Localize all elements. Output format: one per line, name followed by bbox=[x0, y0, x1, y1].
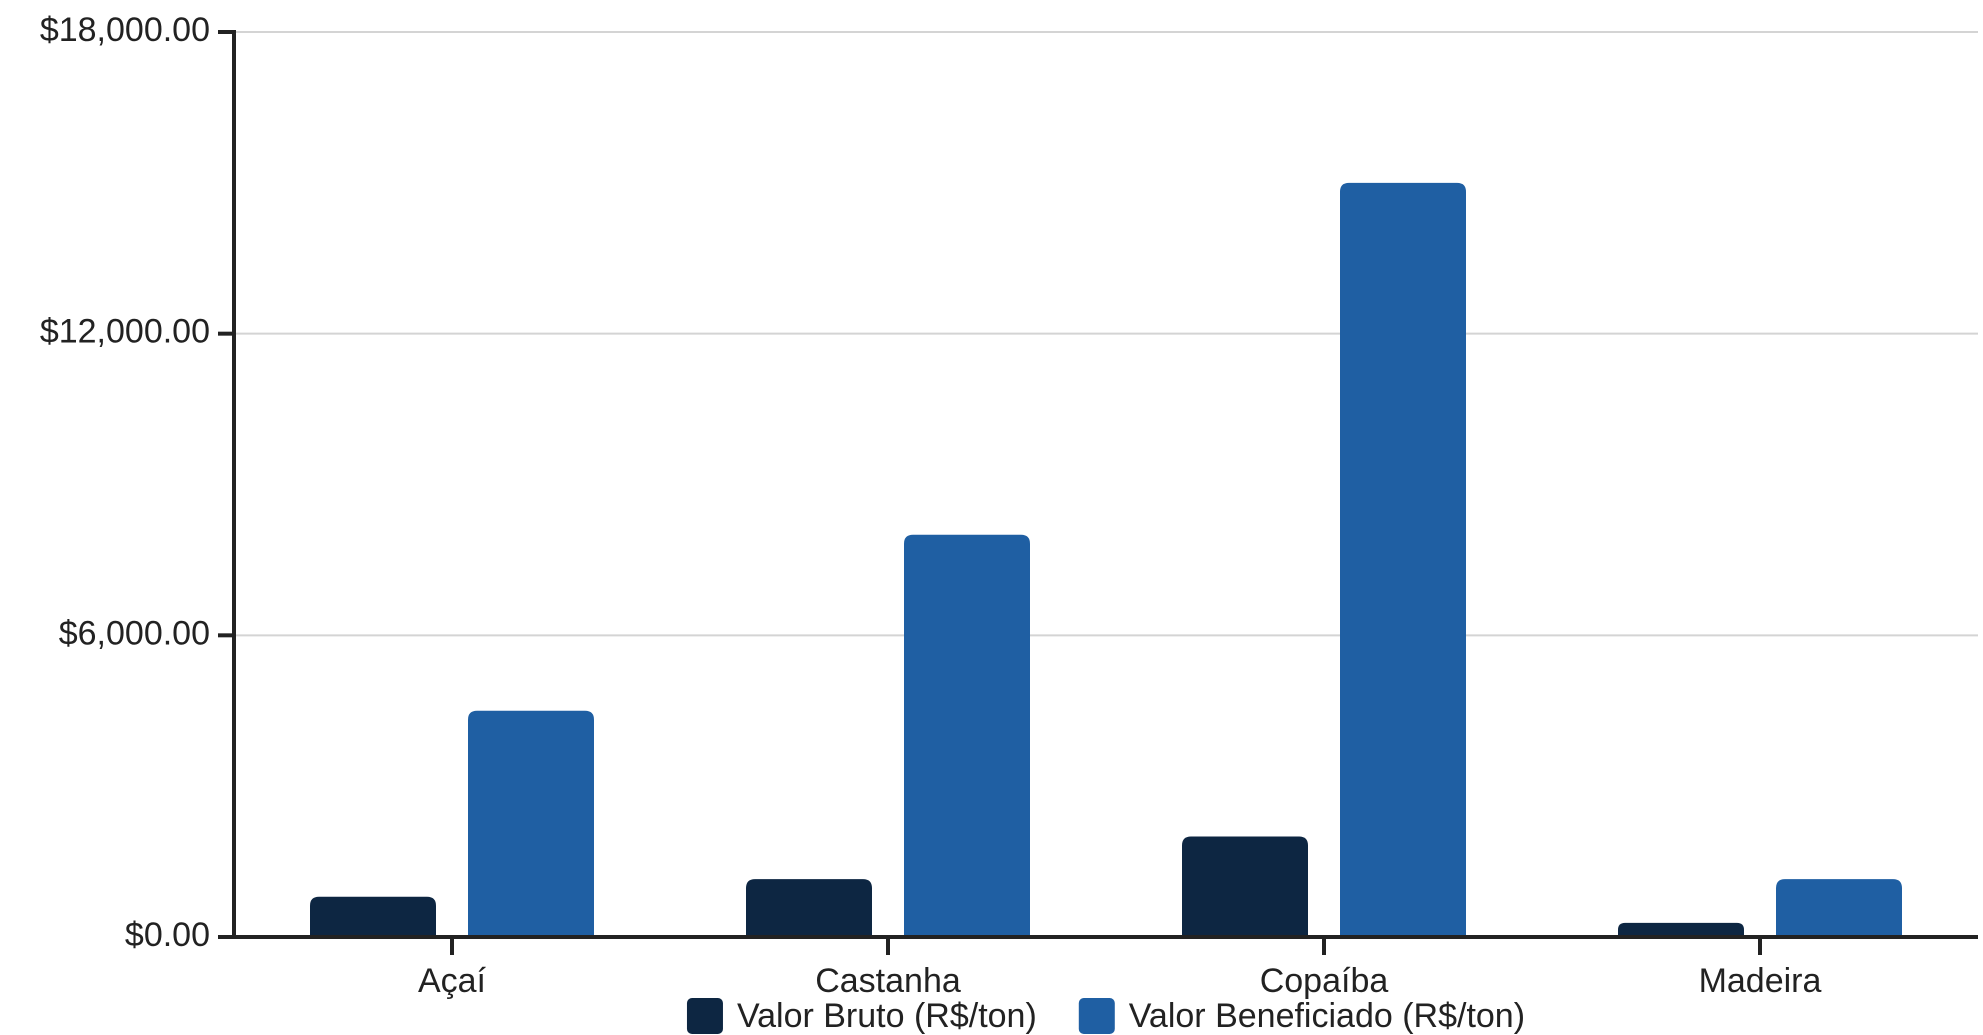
legend-label: Valor Beneficiado (R$/ton) bbox=[1129, 997, 1525, 1035]
legend-item: Valor Beneficiado (R$/ton) bbox=[1078, 997, 1525, 1035]
bar bbox=[1776, 879, 1902, 937]
bar bbox=[904, 534, 1030, 937]
bar bbox=[310, 896, 436, 937]
y-tick-label: $0.00 bbox=[125, 916, 210, 954]
bars bbox=[310, 182, 1902, 938]
axes bbox=[218, 30, 1978, 955]
legend-swatch bbox=[686, 998, 723, 1034]
bar bbox=[1340, 182, 1466, 938]
y-tick-label: $12,000.00 bbox=[40, 313, 210, 351]
legend-item: Valor Bruto (R$/ton) bbox=[686, 997, 1037, 1035]
legend-swatch bbox=[1078, 998, 1115, 1034]
legend-label: Valor Bruto (R$/ton) bbox=[737, 997, 1037, 1035]
y-tick-label: $6,000.00 bbox=[59, 614, 210, 652]
bar bbox=[1618, 922, 1744, 937]
x-tick-label: Castanha bbox=[815, 962, 961, 1000]
legend: Valor Bruto (R$/ton) Valor Beneficiado (R… bbox=[686, 997, 1525, 1035]
y-tick-label: $18,000.00 bbox=[40, 11, 210, 49]
tick-labels: $0.00 $6,000.00 $12,000.00 $18,000.00 Açaí Ca… bbox=[40, 11, 1822, 1000]
x-tick-label: Copaíba bbox=[1260, 962, 1389, 1000]
x-tick-label: Madeira bbox=[1699, 962, 1822, 1000]
bar bbox=[1182, 836, 1308, 937]
bar bbox=[746, 879, 872, 937]
x-tick-label: Açaí bbox=[418, 962, 487, 1000]
grid-lines bbox=[234, 31, 1978, 637]
bar bbox=[468, 710, 594, 937]
